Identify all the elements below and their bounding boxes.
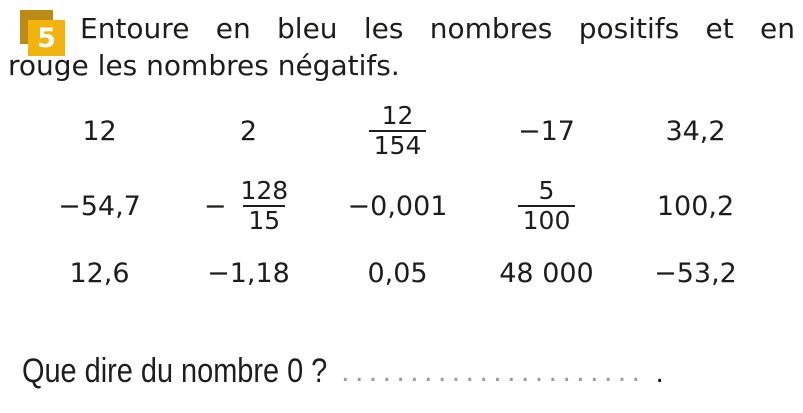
fraction: 12 154 [368,101,427,160]
exercise-number-badge: 5 [28,20,65,56]
number-cell-48000[interactable]: 48 000 [472,245,621,301]
question-text: Que dire du nombre 0 ? [22,352,328,390]
fraction: 128 15 [235,177,293,235]
number-cell-minus0-001[interactable]: −0,001 [323,167,472,245]
number-value: −54,7 [58,190,141,222]
number-value: 2 [239,115,258,147]
number-cell-12-6[interactable]: 12,6 [25,245,174,301]
number-value: −17 [518,115,575,147]
instruction-line-1: Entoure en bleu les nombres positifs et … [80,12,795,45]
number-cell-minus1-18[interactable]: −1,18 [174,245,323,301]
number-value: 100,2 [656,190,735,222]
number-cell-2[interactable]: 2 [174,95,323,167]
instruction-text: Entoure en bleu les nombres positifs et … [8,10,795,84]
instruction-line-2: rouge les nombres négatifs. [8,49,400,82]
number-value: −1,18 [207,257,290,289]
number-cell-34-2[interactable]: 34,2 [621,95,770,167]
fraction-denominator: 154 [368,130,427,160]
number-cell-12[interactable]: 12 [25,95,174,167]
numbers-grid: 12 2 12 154 −17 34,2 −54,7 − 128 15 [25,95,770,301]
number-cell-100-2[interactable]: 100,2 [621,167,770,245]
number-cell-minus17[interactable]: −17 [472,95,621,167]
number-value: −0,001 [347,190,448,222]
number-cell-fraction-5-100[interactable]: 5 100 [472,167,621,245]
fraction-minus-sign: − [203,190,227,222]
fraction-numerator: 5 [538,176,555,205]
number-value: −53,2 [654,257,737,289]
number-value: 12 [82,115,117,147]
footer-question: Que dire du nombre 0 ?..................… [22,352,664,391]
number-cell-0-05[interactable]: 0,05 [323,245,472,301]
exercise-number: 5 [37,22,56,54]
number-value: 12,6 [69,257,130,289]
number-cell-minus54-7[interactable]: −54,7 [25,167,174,245]
fraction-denominator: 15 [243,205,286,235]
fraction-numerator: 128 [240,176,289,205]
number-value: 34,2 [665,115,726,147]
number-cell-minus53-2[interactable]: −53,2 [621,245,770,301]
fraction-numerator: 12 [381,101,414,130]
sentence-period: . [655,356,664,389]
number-value: 48 000 [499,257,594,289]
number-cell-fraction-minus128-15[interactable]: − 128 15 [174,167,323,245]
fraction: 5 100 [517,176,576,235]
number-cell-fraction-12-154[interactable]: 12 154 [323,95,472,167]
fraction-denominator: 100 [517,205,576,235]
answer-blank-dots[interactable]: ...................... [341,355,646,388]
number-value: 0,05 [367,257,428,289]
